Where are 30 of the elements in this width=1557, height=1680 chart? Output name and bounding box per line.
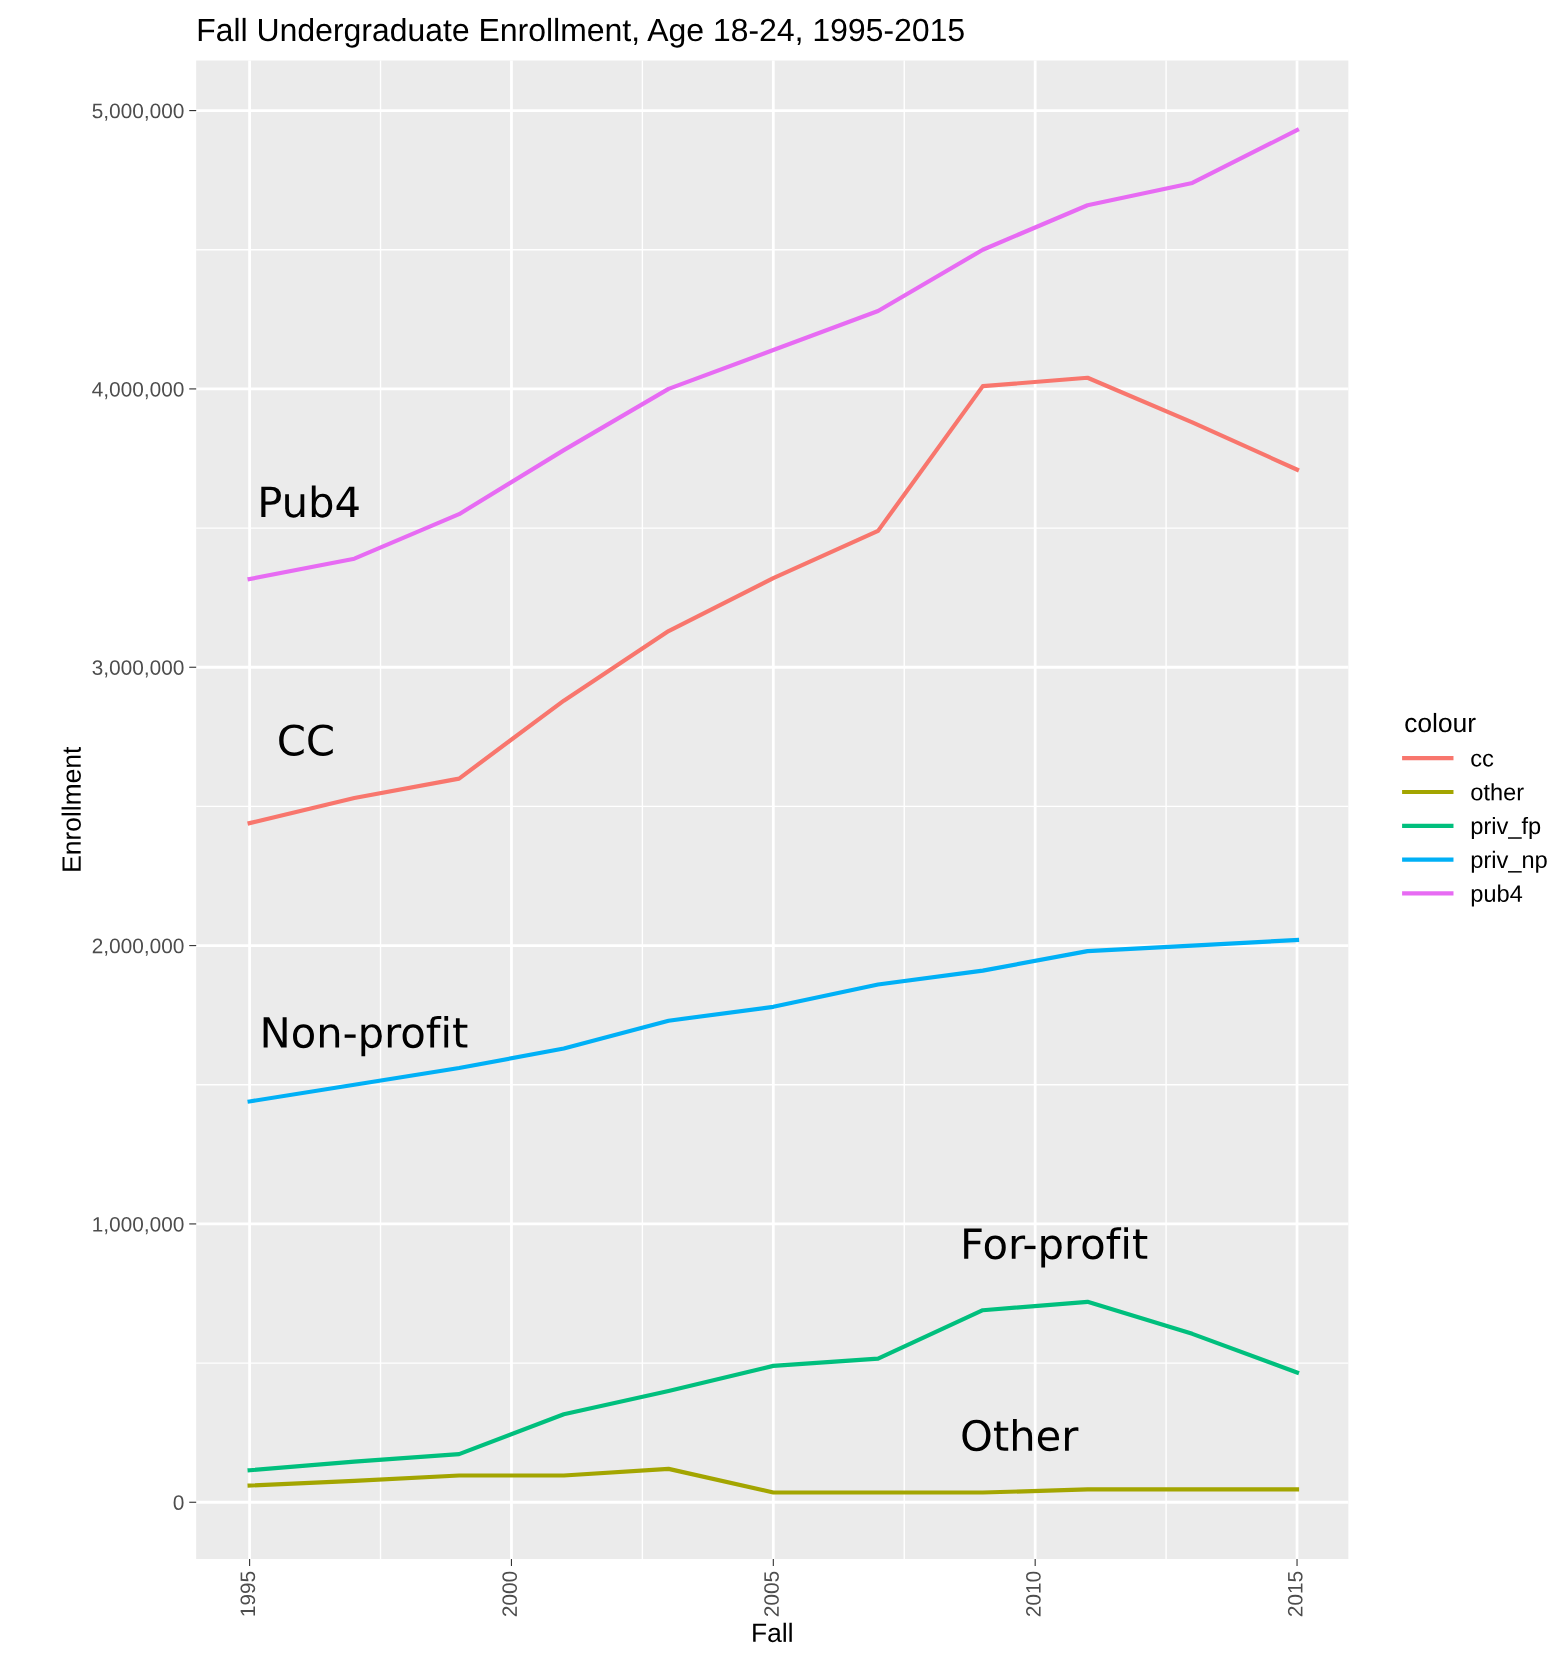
annotation: CC	[279, 724, 333, 756]
x-tick-label: 2000	[502, 1571, 518, 1617]
x-axis-title: Fall	[753, 1622, 792, 1643]
chart-title: Fall Undergraduate Enrollment, Age 18-24, 1995-2015	[198, 17, 964, 48]
legend-label: other	[1471, 783, 1524, 801]
y-tick-label: 4,000,000	[92, 381, 184, 400]
y-tick-label: 0	[173, 1495, 184, 1511]
x-tick-label: 2015	[1287, 1571, 1303, 1617]
line-series	[247, 1299, 1300, 1473]
legend-label: priv_fp	[1471, 816, 1541, 839]
line-series	[247, 1466, 1300, 1495]
y-tick-label: 2,000,000	[92, 938, 184, 956]
y-axis-title: Enrollment	[61, 746, 81, 871]
line-series	[247, 127, 1300, 582]
legend-label: priv_np	[1471, 850, 1547, 873]
x-tick-label: 1995	[240, 1571, 256, 1616]
x-tick-label: 2010	[1026, 1571, 1041, 1617]
line-series	[247, 375, 1300, 826]
legend-title: colour	[1405, 712, 1476, 733]
x-tick-label: 2005	[764, 1571, 779, 1617]
annotation: Pub4	[261, 485, 359, 518]
annotation: For-profit	[964, 1227, 1148, 1268]
annotation: Non-profit	[263, 1015, 468, 1057]
legend-label: cc	[1471, 753, 1494, 767]
y-tick-label: 5,000,000	[92, 103, 184, 121]
y-tick-label: 1,000,000	[93, 1216, 184, 1235]
y-tick-label: 3,000,000	[92, 660, 184, 678]
line-series	[247, 937, 1300, 1104]
legend-label: pub4	[1471, 884, 1523, 907]
annotation: Other	[962, 1418, 1079, 1452]
